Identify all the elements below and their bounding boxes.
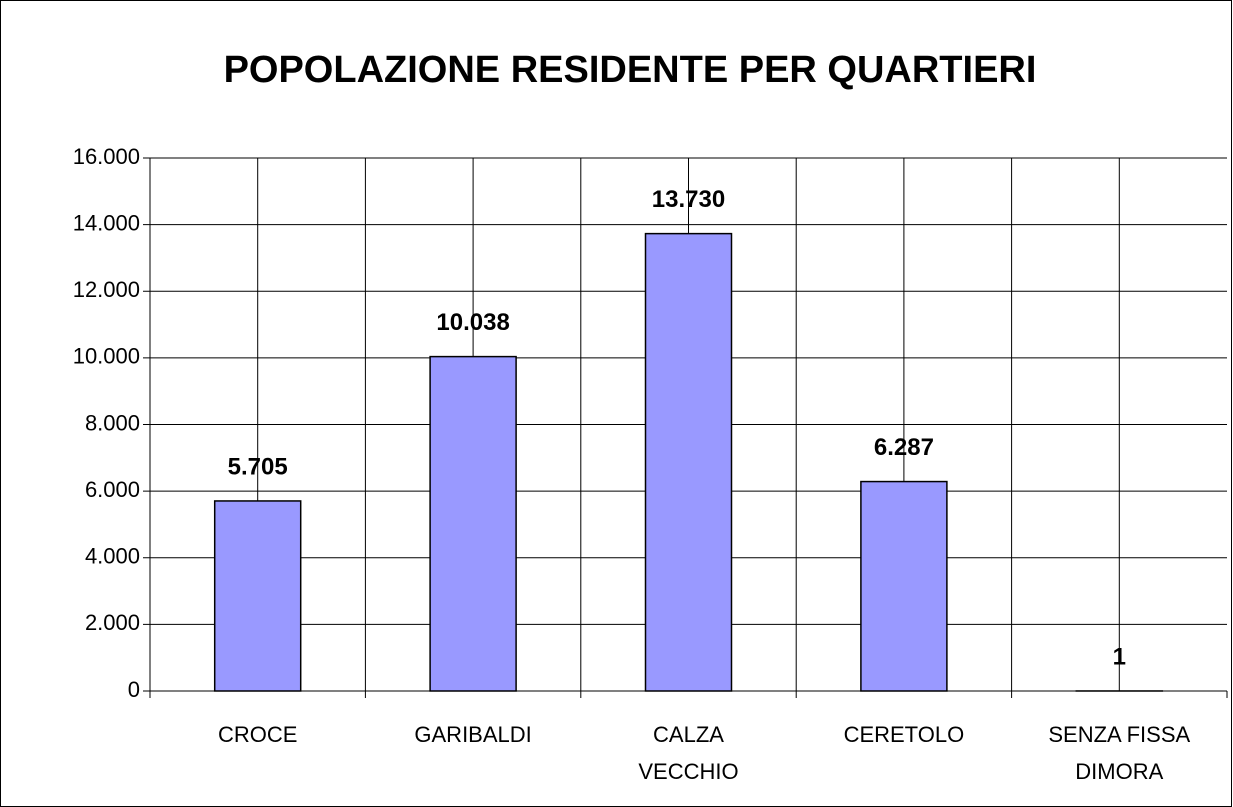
x-tick-label-box: CERETOLO [843, 722, 965, 747]
data-label: 1 [1113, 643, 1126, 670]
x-tick-label: SENZA FISSA DIMORA [1048, 722, 1191, 784]
data-label: 13.730 [652, 186, 725, 213]
bar [213, 500, 302, 692]
x-tick-label: CALZA VECCHIO [638, 722, 739, 784]
bar [429, 355, 517, 692]
data-label: 10.038 [436, 309, 509, 336]
bar [644, 232, 733, 692]
y-tick-label: 14.000 [73, 210, 140, 235]
y-tick-label: 4.000 [85, 544, 140, 569]
x-tick-label: GARIBALDI [414, 722, 532, 747]
y-tick-label: 0 [128, 677, 140, 702]
y-tick-label: 6.000 [85, 477, 140, 502]
bar [860, 480, 948, 692]
x-tick-label-box: GARIBALDI [414, 722, 532, 747]
x-tick-label-box: CALZA VECCHIO [638, 722, 739, 784]
data-label: 5.705 [228, 453, 288, 480]
x-tick-label: CERETOLO [843, 722, 965, 747]
x-tick-label: CROCE [217, 722, 298, 747]
x-tick-label-box: CROCE [217, 722, 298, 747]
data-label: 6.287 [874, 434, 934, 461]
y-tick-label: 10.000 [73, 344, 140, 369]
y-tick-label: 8.000 [85, 410, 140, 435]
x-tick-label-box: SENZA FISSA DIMORA [1048, 722, 1191, 784]
y-tick-label: 2.000 [85, 610, 140, 635]
chart-title: POPOLAZIONE RESIDENTE PER QUARTIERI [224, 49, 1037, 91]
y-tick-label: 12.000 [73, 277, 140, 302]
y-tick-label: 16.000 [73, 144, 140, 169]
